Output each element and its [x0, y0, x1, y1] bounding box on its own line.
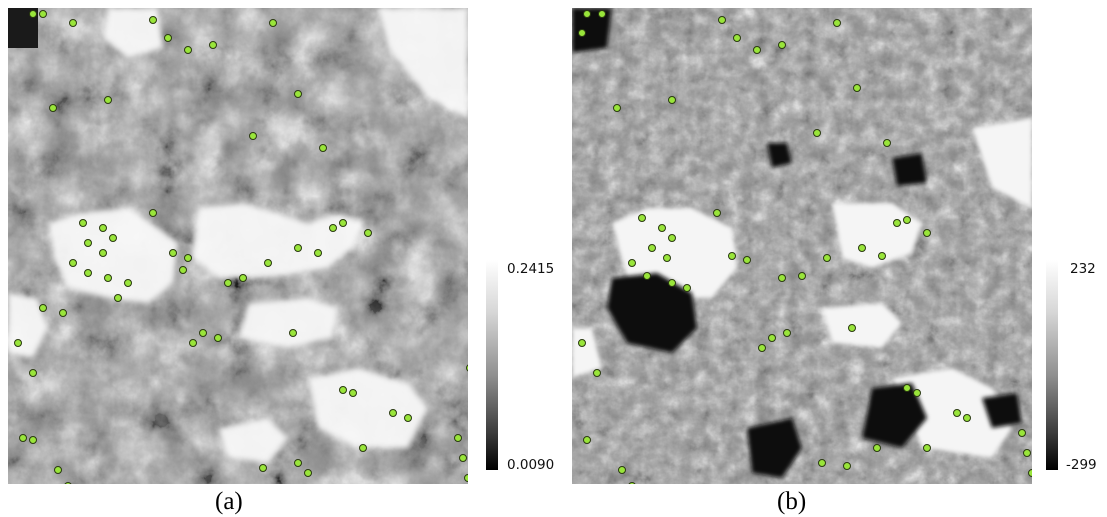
image-a-canvas	[8, 8, 468, 484]
satellite-image-a	[8, 8, 468, 484]
image-b-canvas	[572, 8, 1032, 484]
colorbar-b-min-label: -299	[1066, 457, 1097, 473]
colorbar-b-max-label: 232	[1070, 261, 1096, 277]
colorbar-a-min-label: 0.0090	[507, 457, 555, 473]
dark-regions-b	[572, 8, 1022, 478]
satellite-image-b	[572, 8, 1032, 484]
marker-group-a	[14, 10, 468, 484]
panel-b-caption: (b)	[777, 488, 807, 515]
marker-group-b	[578, 10, 1032, 484]
colorbar-a	[486, 260, 498, 470]
colorbar-b	[1046, 260, 1058, 470]
panel-a-caption: (a)	[215, 488, 243, 515]
colorbar-a-max-label: 0.2415	[507, 261, 555, 277]
